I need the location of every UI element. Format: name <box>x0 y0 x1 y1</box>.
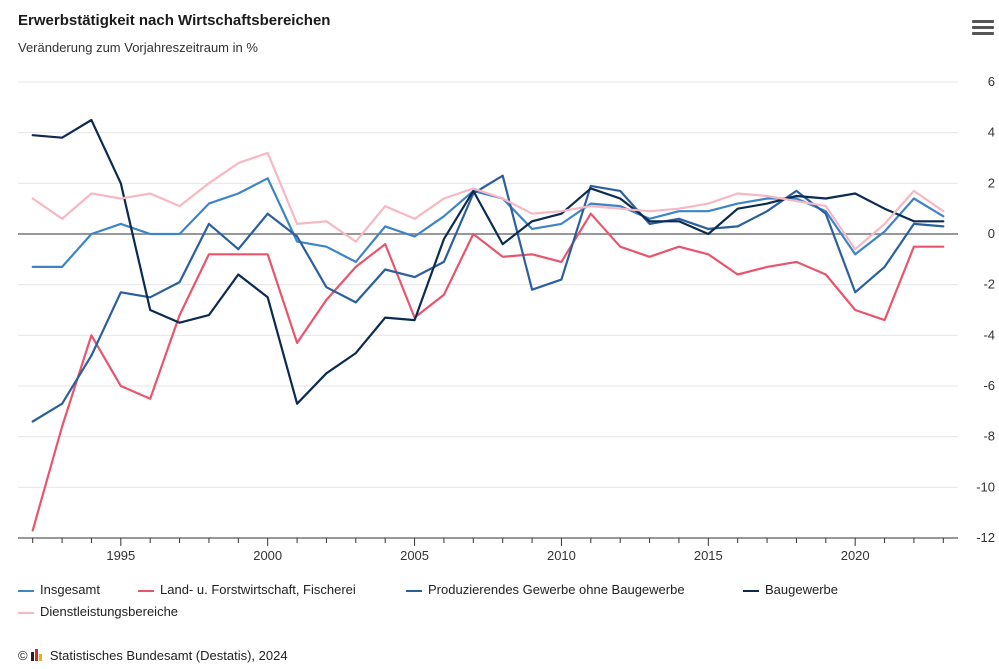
x-tick-label: 2005 <box>400 548 429 563</box>
y-tick-label: 0 <box>988 226 995 241</box>
x-tick-label: 2015 <box>694 548 723 563</box>
x-tick-label: 1995 <box>106 548 135 563</box>
legend-item[interactable]: Dienstleistungsbereiche <box>18 604 178 619</box>
legend-item[interactable]: Insgesamt <box>18 582 100 597</box>
source-text: Statistisches Bundesamt (Destatis), 2024 <box>49 648 288 663</box>
series-line-baugewerbe <box>31 118 945 405</box>
y-tick-label: -10 <box>976 479 995 494</box>
y-tick-label: 2 <box>988 175 995 190</box>
chart-title: Erwerbstätigkeit nach Wirtschaftsbereich… <box>18 12 331 29</box>
x-tick-label: 2010 <box>547 548 576 563</box>
legend-label: Dienstleistungsbereiche <box>40 604 179 619</box>
legend-swatch <box>18 611 34 614</box>
legend-swatch <box>743 589 759 592</box>
y-tick-label: -12 <box>976 530 995 545</box>
y-tick-label: -6 <box>983 378 995 393</box>
legend-item[interactable]: Baugewerbe <box>743 582 838 597</box>
legend-item[interactable]: Land- u. Forstwirtschaft, Fischerei <box>138 582 356 597</box>
series-line-dienstleistungsbereiche <box>31 151 945 251</box>
legend-swatch <box>406 589 422 592</box>
destatis-logo-icon <box>31 649 43 664</box>
series-line-insgesamt <box>31 177 945 268</box>
x-axis: 1995 2000 2005 2010 2015 2020 <box>18 537 958 563</box>
legend-swatch <box>18 589 34 592</box>
y-tick-label: 4 <box>988 125 995 140</box>
y-tick-label: -4 <box>983 327 995 342</box>
legend-item[interactable]: Produzierendes Gewerbe ohne Baugewerbe <box>406 582 685 597</box>
grid-lines <box>18 81 958 539</box>
hamburger-menu-icon[interactable] <box>972 20 994 38</box>
y-tick-label: -2 <box>983 277 995 292</box>
footer: © Statistisches Bundesamt (Destatis), 20… <box>18 648 288 664</box>
series-line-land-u-forstwirtschaft-fischerei <box>31 212 945 532</box>
copyright-symbol: © <box>18 648 28 663</box>
legend-swatch <box>138 589 154 592</box>
y-tick-label: -8 <box>983 429 995 444</box>
y-tick-label: 6 <box>988 74 995 89</box>
legend-label: Baugewerbe <box>765 582 838 597</box>
chart-subtitle: Veränderung zum Vorjahreszeitraum in % <box>18 40 258 55</box>
series-lines <box>31 118 945 532</box>
x-tick-label: 2000 <box>253 548 282 563</box>
legend-label: Land- u. Forstwirtschaft, Fischerei <box>160 582 356 597</box>
legend-label: Insgesamt <box>40 582 100 597</box>
legend-label: Produzierendes Gewerbe ohne Baugewerbe <box>428 582 685 597</box>
series-line-produzierendes-gewerbe-ohne-baugewerbe <box>31 174 945 423</box>
x-tick-label: 2020 <box>841 548 870 563</box>
y-axis: 6 4 2 0 -2 -4 -6 -8 -10 -12 <box>976 74 995 545</box>
